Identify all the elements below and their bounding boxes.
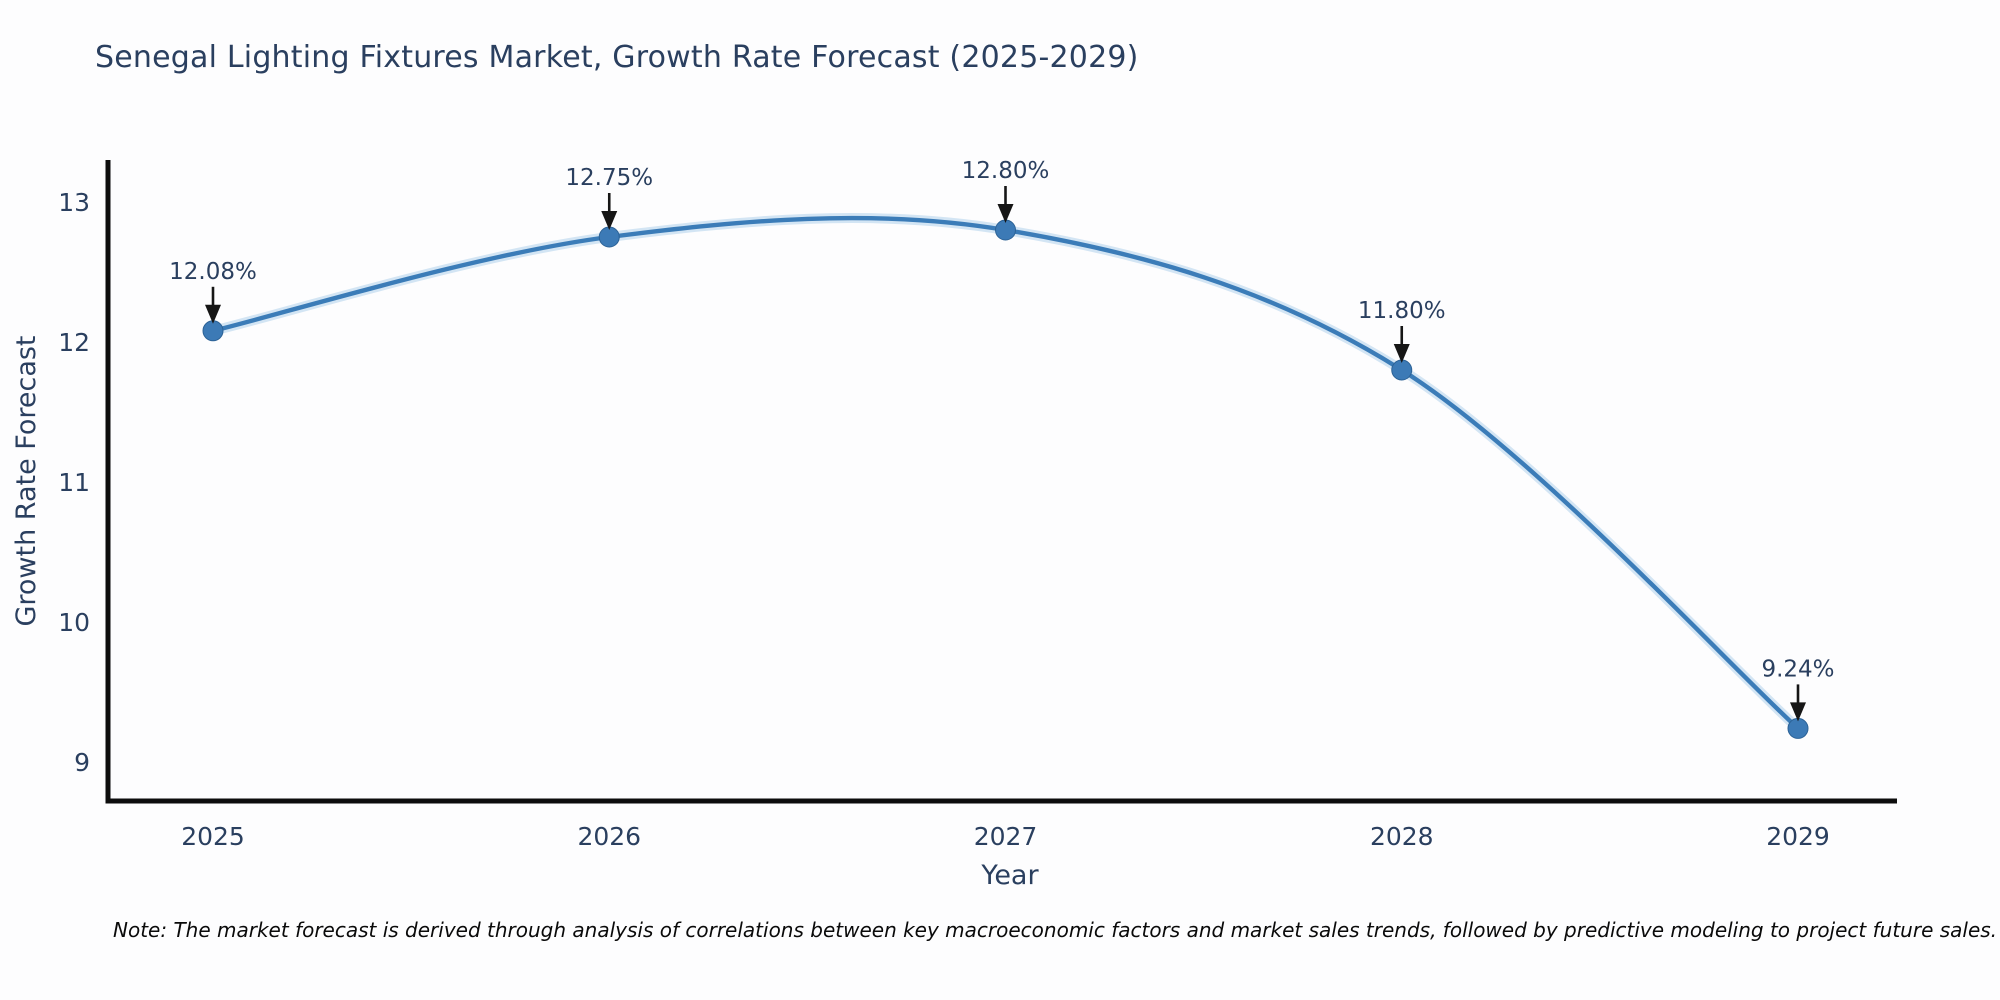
- point-value-label: 12.80%: [962, 158, 1050, 184]
- footnote: Note: The market forecast is derived thr…: [113, 918, 1998, 942]
- x-tick-label: 2027: [974, 822, 1038, 851]
- y-tick-label: 12: [58, 328, 90, 357]
- point-value-label: 9.24%: [1761, 656, 1834, 682]
- x-tick-label: 2028: [1370, 822, 1434, 851]
- y-axis-title: Growth Rate Forecast: [11, 335, 42, 627]
- x-tick-label: 2029: [1766, 822, 1830, 851]
- point-value-label: 12.75%: [565, 165, 653, 191]
- growth-line[interactable]: [210, 215, 1801, 731]
- growth-line-halo: [208, 213, 1803, 734]
- x-tick-label: 2026: [577, 822, 641, 851]
- y-tick-label: 11: [58, 468, 90, 497]
- y-tick-label: 13: [58, 188, 90, 217]
- chart-title: Senegal Lighting Fixtures Market, Growth…: [95, 40, 1139, 75]
- point-value-label: 11.80%: [1358, 298, 1446, 324]
- annotation-arrow-head-icon: [601, 211, 618, 230]
- y-tick-label: 10: [58, 608, 90, 637]
- x-axis-title: Year: [981, 860, 1039, 891]
- x-tick-label: 2025: [181, 822, 245, 851]
- annotation-arrow-head-icon: [1790, 702, 1806, 722]
- annotation-arrow-head-icon: [997, 204, 1014, 223]
- annotation-arrow-head-icon: [205, 304, 221, 324]
- annotation-arrow-head-icon: [1393, 344, 1410, 363]
- y-tick-label: 9: [74, 748, 90, 777]
- point-value-label: 12.08%: [169, 259, 257, 285]
